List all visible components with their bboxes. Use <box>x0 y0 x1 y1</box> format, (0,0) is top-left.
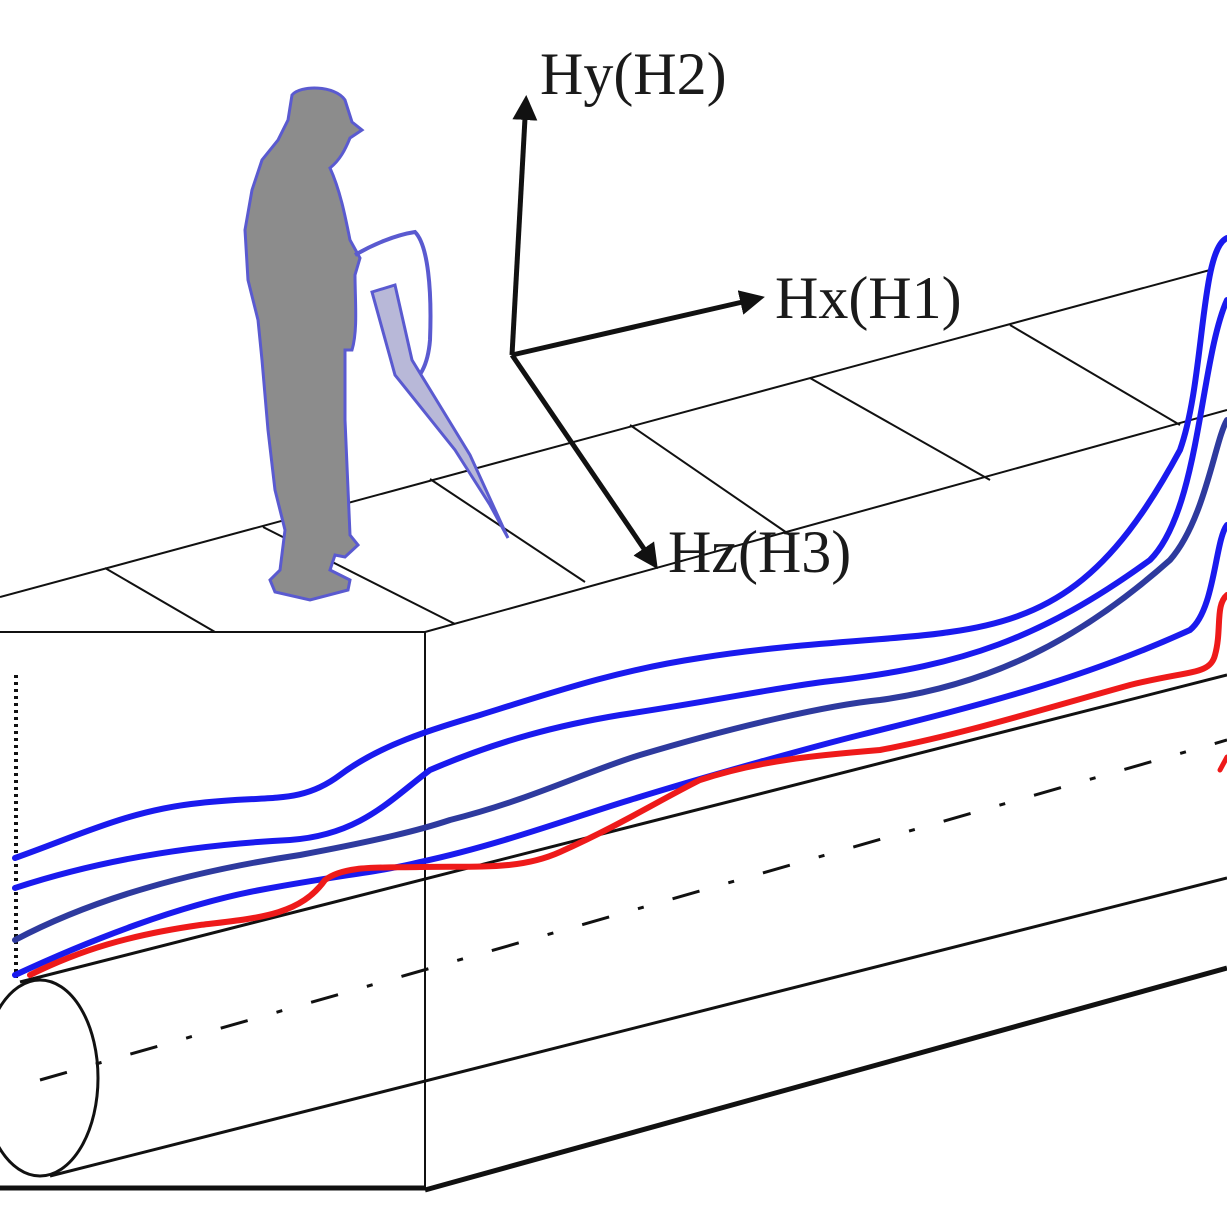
axis-hy-label: Hy(H2) <box>540 41 727 107</box>
signal-curve-1 <box>12 235 1227 861</box>
axis-hz-arrow <box>509 353 658 570</box>
axis-hx-label: Hx(H1) <box>775 265 962 331</box>
axis-hx-arrow <box>511 290 765 358</box>
axis-hy-arrow <box>509 95 538 356</box>
ground-surface-grid <box>0 269 1227 633</box>
signal-curve-red-tick <box>1217 754 1227 773</box>
person-with-detector-icon <box>243 86 510 602</box>
detector-shaft <box>370 283 510 539</box>
pipe-centerline <box>39 738 1227 1082</box>
pipe-bottom-edge <box>49 876 1227 1178</box>
signal-curve-2 <box>12 297 1227 891</box>
axis-hz-label: Hz(H3) <box>668 519 851 585</box>
signal-curve-red <box>27 592 1227 978</box>
soil-block <box>0 631 1227 1193</box>
coordinate-axes <box>509 95 765 570</box>
signal-curve-3 <box>12 417 1227 943</box>
pipe-top-edge <box>19 673 1227 984</box>
operator-silhouette <box>243 86 365 602</box>
signal-curves <box>12 235 1227 978</box>
pipe <box>0 673 1227 1178</box>
detector-handle <box>353 229 433 390</box>
signal-curve-4 <box>12 522 1227 978</box>
